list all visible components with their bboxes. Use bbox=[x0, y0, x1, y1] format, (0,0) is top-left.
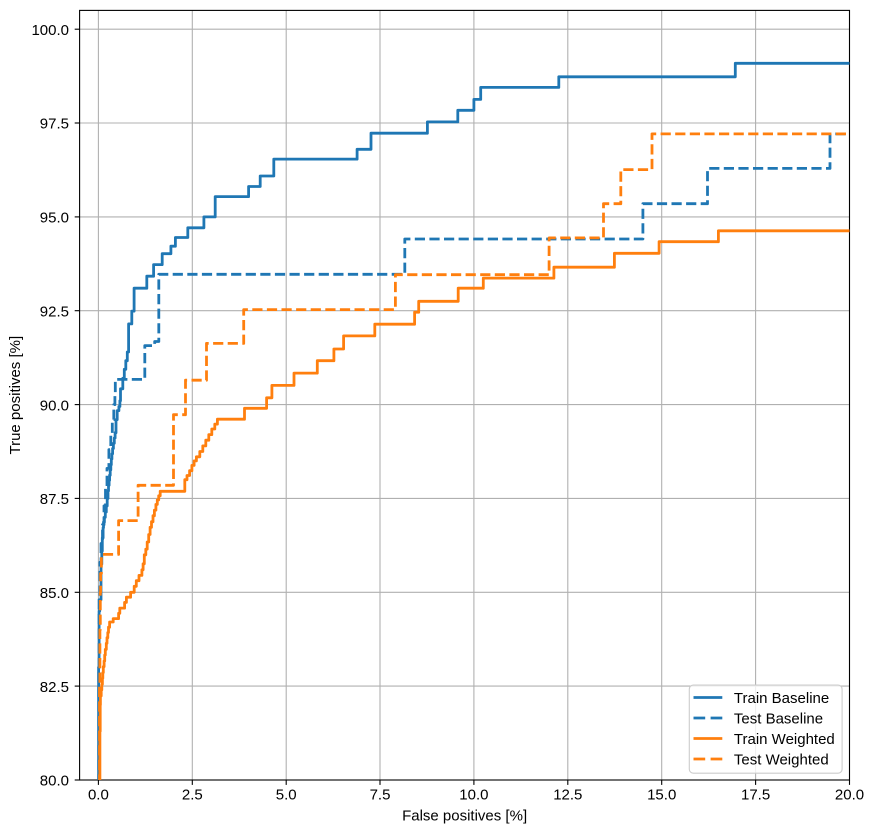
svg-text:Train Baseline: Train Baseline bbox=[734, 690, 829, 707]
svg-text:7.5: 7.5 bbox=[370, 787, 391, 804]
svg-text:17.5: 17.5 bbox=[741, 787, 770, 804]
svg-text:True positives [%]: True positives [%] bbox=[7, 336, 24, 455]
svg-text:2.5: 2.5 bbox=[182, 787, 203, 804]
svg-text:90.0: 90.0 bbox=[40, 397, 69, 414]
svg-text:87.5: 87.5 bbox=[40, 491, 69, 508]
svg-text:85.0: 85.0 bbox=[40, 585, 69, 602]
svg-text:15.0: 15.0 bbox=[647, 787, 676, 804]
svg-text:82.5: 82.5 bbox=[40, 679, 69, 696]
svg-text:False positives [%]: False positives [%] bbox=[402, 808, 527, 825]
svg-text:80.0: 80.0 bbox=[40, 773, 69, 790]
svg-text:95.0: 95.0 bbox=[40, 210, 69, 227]
svg-text:100.0: 100.0 bbox=[31, 22, 69, 39]
svg-text:10.0: 10.0 bbox=[459, 787, 488, 804]
svg-text:92.5: 92.5 bbox=[40, 303, 69, 320]
svg-text:97.5: 97.5 bbox=[40, 116, 69, 133]
svg-text:0.0: 0.0 bbox=[88, 787, 109, 804]
svg-text:Test Baseline: Test Baseline bbox=[734, 710, 823, 727]
svg-text:Test Weighted: Test Weighted bbox=[734, 751, 829, 768]
svg-text:20.0: 20.0 bbox=[835, 787, 864, 804]
svg-text:12.5: 12.5 bbox=[553, 787, 582, 804]
svg-text:Train Weighted: Train Weighted bbox=[734, 731, 835, 748]
svg-text:5.0: 5.0 bbox=[276, 787, 297, 804]
